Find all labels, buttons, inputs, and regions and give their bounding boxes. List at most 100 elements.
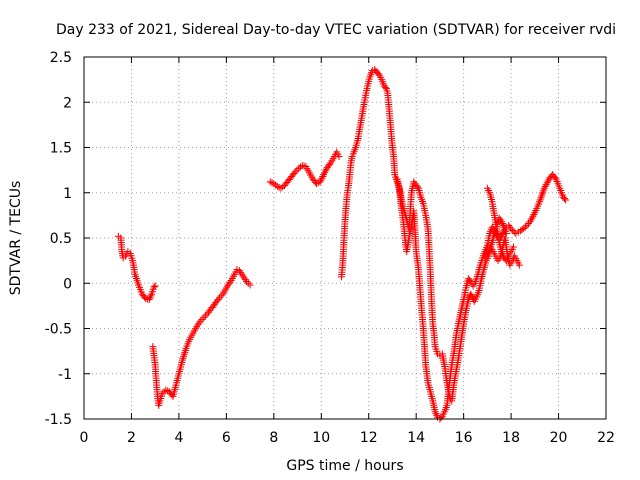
x-tick-label: 16	[455, 430, 473, 446]
data-point	[498, 230, 506, 238]
data-point	[225, 280, 233, 288]
data-point	[266, 178, 274, 186]
data-point	[498, 220, 506, 228]
data-point	[560, 195, 568, 203]
data-point	[410, 178, 418, 186]
y-tick-label: -1.5	[45, 412, 72, 428]
y-tick-label: 1.5	[50, 141, 72, 157]
data-point	[509, 226, 517, 234]
x-tick-labels: 0 2 4 6 8 10 12 14 16 18 20 22	[80, 430, 615, 446]
data-point	[499, 221, 507, 229]
data-point	[381, 83, 389, 91]
data-point	[241, 276, 249, 284]
data-point	[196, 317, 204, 325]
x-tick-label: 18	[502, 430, 520, 446]
data-point	[295, 164, 303, 172]
data-point	[520, 224, 528, 232]
x-tick-label: 22	[597, 430, 615, 446]
data-point	[201, 312, 209, 320]
data-point	[321, 169, 329, 177]
x-tick-label: 10	[312, 430, 330, 446]
data-point	[523, 221, 531, 229]
data-point	[195, 319, 203, 327]
data-point	[524, 220, 532, 228]
x-tick-label: 4	[174, 430, 183, 446]
data-point	[542, 181, 550, 189]
x-tick-label: 8	[269, 430, 278, 446]
data-point	[214, 296, 222, 304]
data-point	[466, 276, 474, 284]
y-tick-label: 2.5	[50, 50, 72, 66]
data-point	[270, 180, 278, 188]
data-point	[224, 282, 232, 290]
plot-frame	[83, 56, 607, 420]
data-point	[496, 216, 504, 224]
data-point	[235, 267, 243, 275]
data-point	[158, 390, 166, 398]
y-tick-label: 1	[63, 186, 72, 202]
data-point	[316, 178, 324, 186]
data-point	[562, 196, 570, 204]
data-point	[150, 283, 158, 291]
data-point	[431, 408, 439, 416]
data-point	[147, 292, 155, 300]
data-point	[217, 292, 225, 300]
data-point	[374, 70, 382, 78]
data-point	[507, 225, 515, 233]
data-point	[502, 229, 510, 237]
data-points	[114, 66, 570, 423]
data-point	[543, 179, 551, 187]
data-point	[437, 414, 445, 422]
data-point	[146, 294, 154, 302]
data-point	[530, 210, 538, 218]
data-point	[482, 252, 490, 260]
data-point	[469, 294, 477, 302]
data-point	[540, 184, 548, 192]
y-tick-label: -1	[58, 367, 72, 383]
x-tick-label: 12	[360, 430, 378, 446]
data-point	[528, 214, 536, 222]
data-point	[145, 296, 153, 304]
data-point	[326, 160, 334, 168]
data-point	[268, 179, 276, 187]
data-point	[291, 168, 299, 176]
data-point	[541, 182, 549, 190]
y-tick-label: 0	[63, 276, 72, 292]
data-point	[243, 277, 251, 285]
y-tick-label: 2	[63, 95, 72, 111]
data-point	[237, 268, 245, 276]
data-point	[526, 218, 534, 226]
y-tick-label: 0.5	[50, 231, 72, 247]
data-point	[279, 183, 287, 191]
data-point	[521, 223, 529, 231]
x-tick-label: 0	[80, 430, 89, 446]
x-tick-label: 14	[407, 430, 425, 446]
data-point	[413, 183, 421, 191]
data-point	[319, 172, 327, 180]
x-tick-label: 2	[127, 430, 136, 446]
data-point	[246, 281, 254, 289]
y-tick-label: -0.5	[45, 322, 72, 338]
data-point	[162, 386, 170, 394]
data-point	[290, 169, 298, 177]
y-tick-labels: -1.5 -1 -0.5 0 0.5 1 1.5 2 2.5	[45, 50, 72, 428]
data-point	[240, 274, 248, 282]
data-point	[483, 250, 491, 258]
data-point	[272, 181, 280, 189]
data-point	[335, 153, 343, 161]
data-point	[485, 247, 493, 255]
data-point	[321, 167, 329, 175]
data-point	[481, 254, 489, 262]
data-point	[277, 184, 285, 192]
data-point	[238, 270, 246, 278]
data-point	[432, 410, 440, 418]
data-point	[498, 218, 506, 226]
data-point	[467, 290, 475, 298]
x-tick-label: 20	[550, 430, 568, 446]
data-point	[527, 216, 535, 224]
data-point	[151, 282, 159, 290]
data-point	[529, 212, 537, 220]
x-axis-label: GPS time / hours	[286, 458, 403, 474]
data-point	[198, 315, 206, 323]
